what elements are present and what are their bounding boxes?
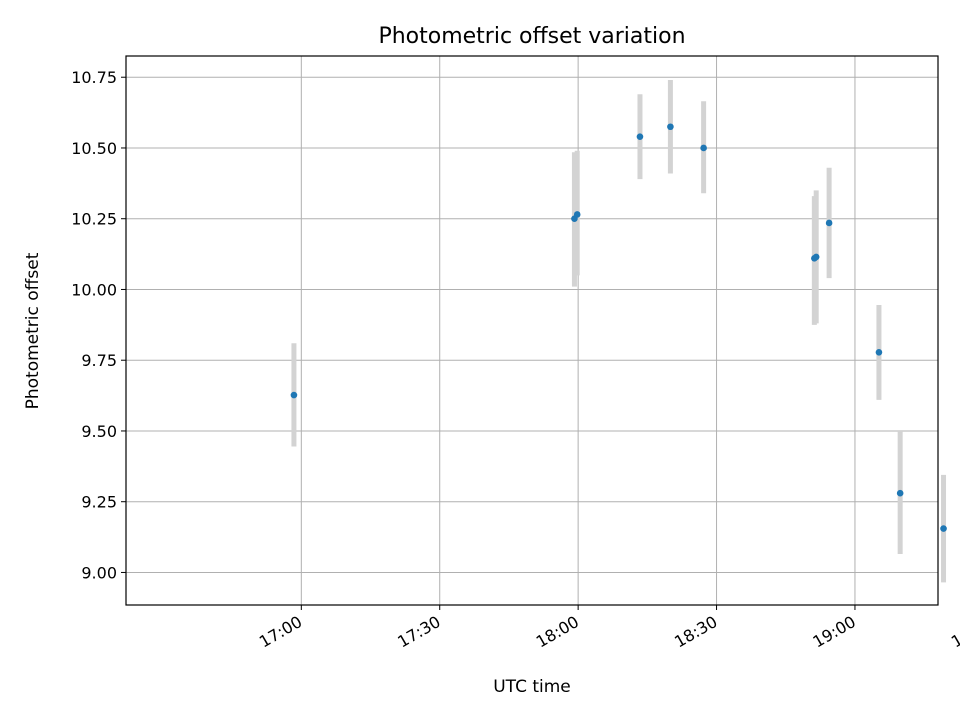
y-tick-label: 9.25 [81, 493, 117, 512]
y-tick-label: 10.25 [71, 210, 117, 229]
y-tick-label: 9.50 [81, 422, 117, 441]
data-point [667, 123, 674, 131]
data-point [700, 144, 707, 152]
data-points [290, 123, 947, 532]
y-tick-label: 10.50 [71, 139, 117, 158]
y-tick-label: 10.75 [71, 68, 117, 87]
y-axis-ticks: 9.00 9.25 9.50 9.75 10.00 10.25 10.50 10.75 [71, 68, 126, 582]
data-point [875, 348, 883, 356]
grid-lines [126, 56, 938, 605]
data-point [940, 525, 947, 532]
y-tick-label: 10.00 [71, 280, 117, 299]
chart-title: Photometric offset variation [378, 24, 685, 49]
plot-frame [125, 55, 939, 606]
y-tick-label: 9.75 [81, 351, 117, 370]
y-axis-label: Photometric offset [23, 252, 43, 409]
y-tick-label: 9.00 [81, 563, 117, 582]
data-point [812, 253, 820, 261]
x-axis-label: UTC time [493, 677, 571, 697]
data-point [896, 489, 904, 497]
data-point [573, 211, 581, 218]
data-point [636, 133, 644, 140]
data-point [825, 219, 833, 227]
data-point [290, 391, 298, 399]
